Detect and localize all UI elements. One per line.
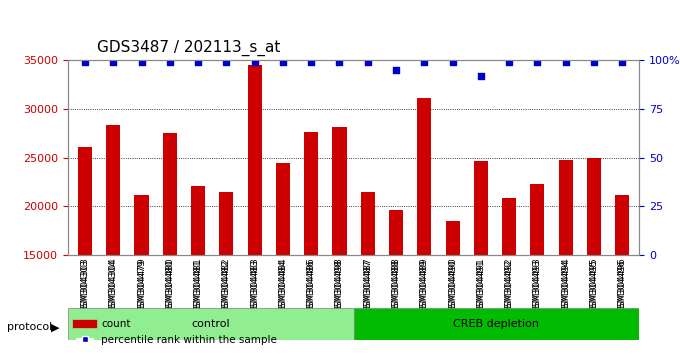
Bar [587, 158, 601, 354]
Point [108, 59, 119, 65]
Bar [389, 210, 403, 354]
Text: GSM304303: GSM304303 [80, 257, 90, 312]
Text: GDS3487 / 202113_s_at: GDS3487 / 202113_s_at [97, 40, 280, 56]
Bar [304, 132, 318, 354]
Point [362, 59, 373, 65]
Text: GSM304479: GSM304479 [137, 257, 146, 312]
Point [306, 59, 317, 65]
Bar [445, 221, 460, 354]
Text: GSM304496: GSM304496 [617, 257, 627, 312]
Bar [191, 186, 205, 354]
Point [136, 59, 147, 65]
Point [617, 59, 628, 65]
Text: GSM304498: GSM304498 [335, 257, 344, 312]
Point [249, 59, 260, 65]
Text: GSM304495: GSM304495 [590, 257, 598, 312]
Text: GSM304303: GSM304303 [80, 259, 90, 314]
Text: GSM304490: GSM304490 [448, 257, 457, 312]
Text: GSM304492: GSM304492 [505, 259, 513, 314]
Text: GSM304493: GSM304493 [533, 257, 542, 312]
Bar [276, 163, 290, 354]
Text: GSM304479: GSM304479 [137, 259, 146, 314]
Bar [558, 160, 573, 354]
Text: GSM304483: GSM304483 [250, 257, 259, 312]
Bar [360, 192, 375, 354]
Bar [106, 125, 120, 354]
Bar [418, 98, 431, 354]
Text: protocol: protocol [7, 322, 52, 332]
Text: CREB depletion: CREB depletion [454, 319, 539, 329]
Text: GSM304488: GSM304488 [392, 257, 401, 312]
Text: GSM304481: GSM304481 [194, 257, 203, 312]
Legend: count, percentile rank within the sample: count, percentile rank within the sample [73, 315, 282, 349]
Point [419, 59, 430, 65]
Text: GSM304480: GSM304480 [165, 257, 174, 312]
Point [80, 59, 90, 65]
Text: GSM304484: GSM304484 [278, 259, 288, 314]
Bar [248, 65, 262, 354]
Text: GSM304494: GSM304494 [561, 257, 570, 312]
Point [447, 59, 458, 65]
Bar [474, 161, 488, 354]
Text: GSM304487: GSM304487 [363, 259, 372, 314]
FancyBboxPatch shape [354, 308, 639, 340]
Point [165, 59, 175, 65]
Bar [333, 127, 347, 354]
Text: GSM304489: GSM304489 [420, 257, 429, 312]
FancyBboxPatch shape [68, 308, 354, 340]
Text: ▶: ▶ [51, 322, 60, 332]
Point [532, 59, 543, 65]
Bar [615, 194, 629, 354]
Point [588, 59, 599, 65]
Text: GSM304486: GSM304486 [307, 257, 316, 312]
Bar [502, 198, 516, 354]
Text: GSM304482: GSM304482 [222, 259, 231, 314]
Text: GSM304484: GSM304484 [278, 257, 288, 312]
Text: GSM304494: GSM304494 [561, 259, 570, 314]
Point [277, 59, 288, 65]
Text: GSM304492: GSM304492 [505, 257, 513, 312]
Text: GSM304486: GSM304486 [307, 259, 316, 314]
Bar [78, 147, 92, 354]
Text: GSM304481: GSM304481 [194, 259, 203, 314]
Point [192, 59, 203, 65]
Text: GSM304493: GSM304493 [533, 259, 542, 314]
Text: GSM304487: GSM304487 [363, 257, 372, 312]
Text: GSM304498: GSM304498 [335, 259, 344, 314]
Text: GSM304480: GSM304480 [165, 259, 174, 314]
Text: GSM304304: GSM304304 [109, 257, 118, 312]
Text: GSM304304: GSM304304 [109, 259, 118, 314]
Bar [219, 192, 233, 354]
Point [504, 59, 515, 65]
Text: GSM304491: GSM304491 [477, 257, 486, 312]
Text: GSM304483: GSM304483 [250, 259, 259, 314]
Text: GSM304496: GSM304496 [617, 259, 627, 314]
Text: GSM304482: GSM304482 [222, 257, 231, 312]
Point [334, 59, 345, 65]
Text: GSM304490: GSM304490 [448, 259, 457, 314]
Text: GSM304491: GSM304491 [477, 259, 486, 314]
Point [221, 59, 232, 65]
Text: GSM304489: GSM304489 [420, 259, 429, 314]
Text: GSM304495: GSM304495 [590, 259, 598, 314]
Bar [135, 195, 149, 354]
Bar [163, 133, 177, 354]
Point [560, 59, 571, 65]
Bar [530, 184, 545, 354]
Text: GSM304488: GSM304488 [392, 259, 401, 314]
Point [475, 73, 486, 79]
Text: control: control [192, 319, 230, 329]
Point [390, 67, 401, 73]
